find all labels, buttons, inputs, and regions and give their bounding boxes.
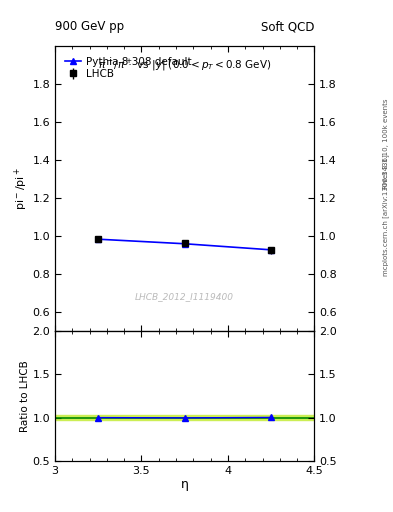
Text: Rivet 3.1.10, 100k events: Rivet 3.1.10, 100k events (383, 98, 389, 188)
Text: LHCB_2012_I1119400: LHCB_2012_I1119400 (135, 292, 234, 302)
Y-axis label: Ratio to LHCB: Ratio to LHCB (20, 360, 29, 432)
Text: 900 GeV pp: 900 GeV pp (55, 20, 124, 33)
Text: $\pi^-/\pi^+$ vs $|y|$ $(0.0 < p_T < 0.8$ GeV$)$: $\pi^-/\pi^+$ vs $|y|$ $(0.0 < p_T < 0.8… (98, 57, 272, 73)
Text: Soft QCD: Soft QCD (261, 20, 314, 33)
Pythia 8.308 default (182, 241, 187, 247)
Pythia 8.308 default (96, 236, 101, 242)
Pythia 8.308 default (269, 247, 274, 253)
Y-axis label: $\rm{pi^-/pi^+}$: $\rm{pi^-/pi^+}$ (12, 167, 29, 210)
Line: Pythia 8.308 default: Pythia 8.308 default (95, 236, 275, 253)
Legend: Pythia 8.308 default, LHCB: Pythia 8.308 default, LHCB (65, 57, 192, 79)
X-axis label: η: η (181, 478, 189, 492)
Text: mcplots.cern.ch [arXiv:1306.3436]: mcplots.cern.ch [arXiv:1306.3436] (382, 154, 389, 276)
